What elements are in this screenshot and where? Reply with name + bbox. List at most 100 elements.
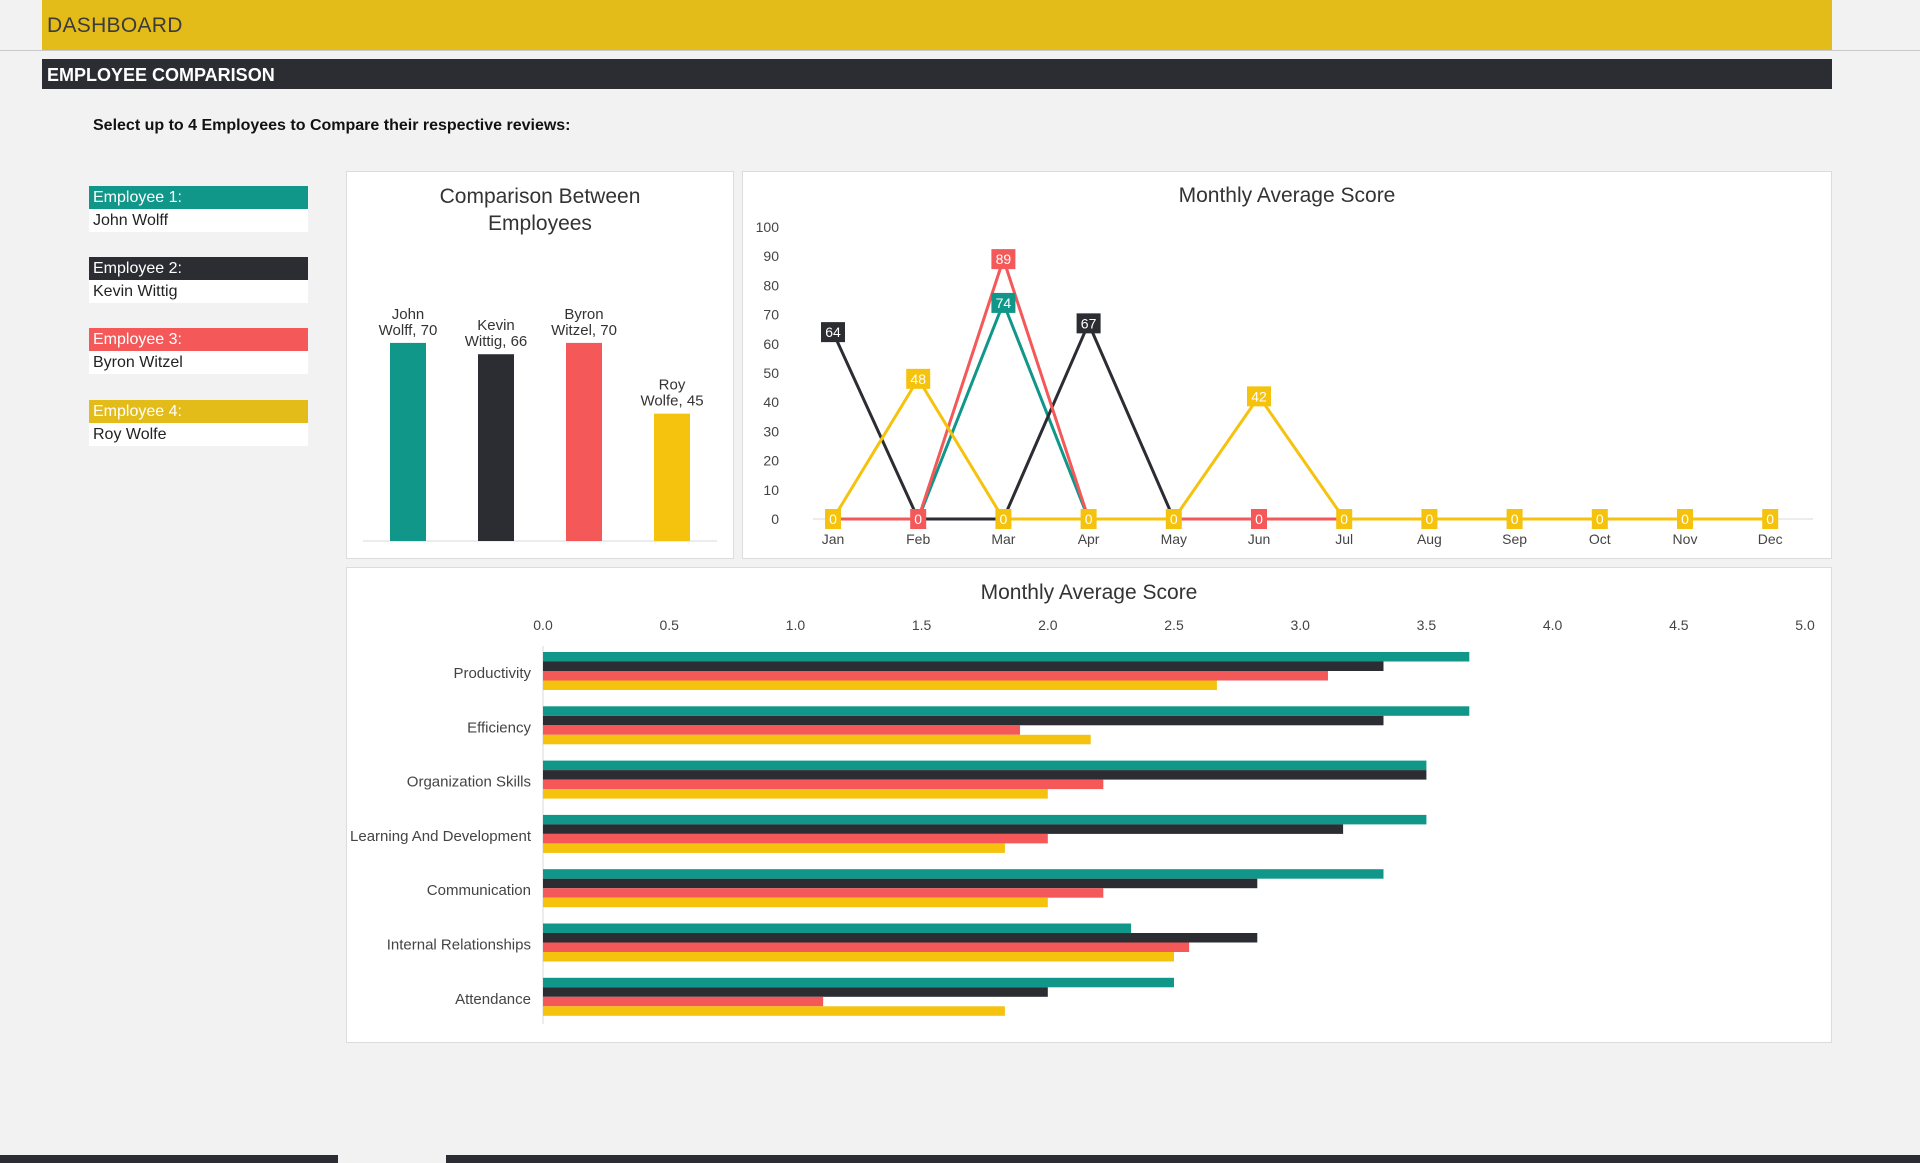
x-tick-label: 5.0 xyxy=(1795,617,1815,633)
data-label-box xyxy=(1677,509,1693,529)
x-tick-label: May xyxy=(1161,531,1187,547)
hbar-series-3 xyxy=(543,671,1328,681)
hbar-series-1 xyxy=(543,760,1427,771)
comparison-chart-panel: Comparison Between Employees John Wolff, 70… xyxy=(346,171,734,559)
bar-data-label: Kevin xyxy=(477,317,515,334)
hbar-series-2 xyxy=(543,715,1384,726)
hbar-series-3 xyxy=(543,888,1104,898)
employee-1-name[interactable]: John Wolff xyxy=(89,209,308,232)
data-label-box xyxy=(906,368,931,389)
data-label-box xyxy=(1762,509,1779,529)
y-tick-label: 60 xyxy=(763,336,779,352)
y-tick-label: 80 xyxy=(763,277,779,293)
employee-3-selector[interactable]: Employee 3: Byron Witzel xyxy=(89,328,308,374)
hbar-series-3 xyxy=(543,725,1021,735)
chart-title: Employees xyxy=(488,212,592,235)
hbar-series-3 xyxy=(543,942,1190,952)
x-tick-label: Jun xyxy=(1248,531,1271,547)
hbar-series-2 xyxy=(543,987,1048,997)
category-bar-chart-panel: Monthly Average Score 0.0 0.5 1.0 1.5 2.0 2.5 3… xyxy=(346,567,1832,1043)
x-tick-label: Jul xyxy=(1335,531,1353,547)
hbar-series-1 xyxy=(543,977,1174,988)
sheet-tab-bar xyxy=(0,1155,1920,1163)
section-header: EMPLOYEE COMPARISON xyxy=(42,59,1832,89)
hbar-series-3 xyxy=(543,779,1104,790)
bar-roy-wolfe xyxy=(654,413,690,541)
y-tick-label: 10 xyxy=(763,482,779,498)
y-tick-label: 40 xyxy=(763,394,779,410)
data-label: 0 xyxy=(829,511,837,527)
data-label-box xyxy=(910,509,927,529)
hbar-series-4 xyxy=(543,952,1174,962)
data-label-box xyxy=(1080,509,1097,529)
data-label: 67 xyxy=(1081,315,1097,331)
category-label: Internal Relationships xyxy=(387,937,531,954)
y-tick-label: 50 xyxy=(763,365,779,381)
x-tick-label: 3.5 xyxy=(1417,617,1437,633)
hbar-series-4 xyxy=(543,680,1217,690)
data-label: 0 xyxy=(1426,511,1434,527)
category-label: Learning And Development xyxy=(350,828,532,845)
bar-kevin-wittig xyxy=(478,354,514,541)
x-tick-label: Sep xyxy=(1502,531,1527,547)
category-label: Efficiency xyxy=(467,719,531,736)
data-label: 74 xyxy=(996,295,1012,311)
employee-4-name[interactable]: Roy Wolfe xyxy=(89,423,308,446)
x-tick-label: Mar xyxy=(991,531,1015,547)
hbar-series-1 xyxy=(543,923,1132,933)
hbar-series-2 xyxy=(543,661,1384,671)
category-label: Productivity xyxy=(453,665,531,682)
employee-1-label: Employee 1: xyxy=(89,186,308,209)
x-tick-label: Feb xyxy=(906,531,930,547)
x-tick-label: 0.5 xyxy=(659,617,679,633)
data-label-box xyxy=(821,322,845,343)
x-tick-label: 1.0 xyxy=(786,617,806,633)
data-label-box xyxy=(1506,509,1523,529)
data-label: 0 xyxy=(1000,511,1008,527)
x-tick-label: 2.0 xyxy=(1038,617,1058,633)
bar-data-label: Roy xyxy=(659,377,686,394)
header-divider xyxy=(0,50,1920,51)
dashboard-title: DASHBOARD xyxy=(47,14,183,37)
employee-3-name[interactable]: Byron Witzel xyxy=(89,351,308,374)
data-label-box xyxy=(1076,313,1101,334)
active-sheet-tab[interactable] xyxy=(338,1155,446,1163)
data-label: 0 xyxy=(1596,511,1604,527)
data-label: 0 xyxy=(1255,511,1263,527)
data-label: 64 xyxy=(825,324,841,340)
chart-title: Monthly Average Score xyxy=(981,581,1198,604)
hbar-series-1 xyxy=(543,814,1427,825)
dashboard-header: DASHBOARD xyxy=(42,0,1832,50)
data-label-box xyxy=(991,292,1016,313)
employee-1-selector[interactable]: Employee 1: John Wolff xyxy=(89,186,308,232)
y-tick-label: 70 xyxy=(763,307,779,323)
hbar-series-4 xyxy=(543,897,1048,908)
x-tick-label: Dec xyxy=(1758,531,1783,547)
x-tick-label: 4.5 xyxy=(1669,617,1689,633)
hbar-series-2 xyxy=(543,933,1258,943)
x-tick-label: 0.0 xyxy=(533,617,553,633)
x-tick-label: Nov xyxy=(1673,531,1698,547)
category-label: Communication xyxy=(427,882,531,899)
data-label: 0 xyxy=(1766,511,1774,527)
employee-4-selector[interactable]: Employee 4: Roy Wolfe xyxy=(89,400,308,446)
hbar-series-1 xyxy=(543,652,1470,662)
data-label-box xyxy=(1165,509,1182,529)
y-tick-label: 100 xyxy=(756,219,780,235)
hbar-series-2 xyxy=(543,878,1258,889)
y-tick-label: 0 xyxy=(771,511,779,527)
y-tick-label: 20 xyxy=(763,453,779,469)
data-label: 0 xyxy=(1511,511,1519,527)
data-label-box xyxy=(1421,509,1438,529)
chart-title: Comparison Between xyxy=(440,185,641,208)
hbar-series-4 xyxy=(543,734,1091,745)
data-label-box xyxy=(995,509,1012,529)
data-label: 0 xyxy=(1340,511,1348,527)
bar-data-label: Wolff, 70 xyxy=(379,322,438,339)
employee-2-name[interactable]: Kevin Wittig xyxy=(89,280,308,303)
bar-data-label: John xyxy=(392,306,425,323)
bar-data-label: Witzel, 70 xyxy=(551,322,617,339)
employee-2-selector[interactable]: Employee 2: Kevin Wittig xyxy=(89,257,308,303)
hbar-series-2 xyxy=(543,824,1344,834)
